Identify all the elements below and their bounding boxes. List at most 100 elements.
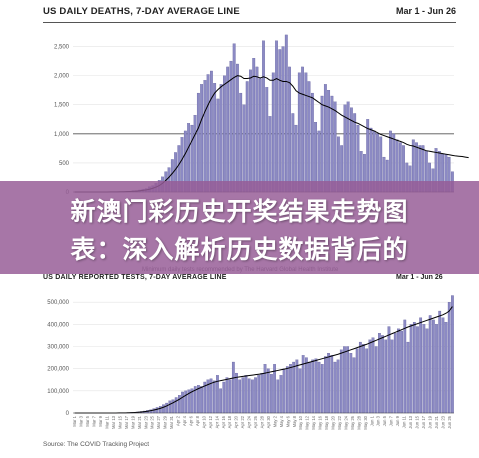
tests-x-tick-label: Apr 24 <box>247 415 252 428</box>
deaths-bar <box>271 72 275 193</box>
tests-x-tick-label: Apr 28 <box>260 415 265 428</box>
tests-x-tick-label: Jun 21 <box>434 415 439 428</box>
tests-bar <box>333 361 337 414</box>
deaths-bar <box>310 92 314 193</box>
deaths-bar <box>323 84 327 193</box>
tests-x-tick-label: May 24 <box>343 415 348 429</box>
tests-bar <box>231 361 235 414</box>
tests-y-tick-label: 0 <box>66 411 70 417</box>
tests-bar <box>438 310 442 414</box>
tests-bar <box>285 366 289 414</box>
source-note: Source: The COVID Tracking Project <box>43 441 150 448</box>
tests-bar <box>289 364 292 414</box>
deaths-y-tick-label: 2,000 <box>54 74 70 80</box>
tests-bar <box>368 339 372 414</box>
tests-bar <box>425 328 429 414</box>
tests-x-tick-label: Mar 15 <box>117 415 122 429</box>
deaths-bar <box>239 92 243 193</box>
tests-x-tick-label: May 2 <box>272 415 277 427</box>
deaths-bar <box>265 87 269 193</box>
tests-bar <box>247 378 251 414</box>
deaths-bar <box>223 75 226 193</box>
tests-x-tick-label: Jun 15 <box>414 415 419 428</box>
deaths-bar <box>330 95 334 193</box>
tests-bar <box>441 317 445 414</box>
tests-bar <box>168 400 172 414</box>
tests-x-tick-label: May 18 <box>324 415 329 429</box>
tests-y-tick-label: 100,000 <box>47 389 69 395</box>
tests-bar <box>225 377 229 414</box>
tests-x-tick-label: May 22 <box>337 415 342 429</box>
tests-bar <box>400 330 403 414</box>
tests-x-tick-label: Apr 30 <box>266 415 271 428</box>
deaths-bar <box>252 58 256 193</box>
deaths-bar <box>219 84 223 193</box>
tests-y-tick-label: 500,000 <box>47 300 69 306</box>
deaths-y-tick-label: 1,000 <box>54 132 70 138</box>
tests-x-tick-label: Jun 19 <box>427 415 432 428</box>
tests-x-tick-label: May 6 <box>285 415 290 427</box>
tests-x-tick-label: Jun 7 <box>389 415 394 426</box>
tests-bar <box>346 346 349 414</box>
tests-bar <box>428 315 432 414</box>
tests-bar <box>336 359 340 414</box>
tests-x-tick-label: Jun 11 <box>402 415 407 428</box>
tests-bar <box>320 364 324 414</box>
tests-x-tick-label: Mar 7 <box>92 415 97 426</box>
tests-x-tick-label: May 20 <box>331 415 336 429</box>
tests-x-tick-label: Apr 6 <box>188 415 193 426</box>
tests-x-tick-label: Mar 19 <box>130 415 135 429</box>
deaths-y-tick-label: 500 <box>59 161 70 167</box>
tests-bar <box>295 359 299 414</box>
deaths-bar <box>320 95 324 193</box>
tests-x-tick-label: Apr 10 <box>201 415 206 428</box>
tests-bar <box>305 357 308 414</box>
tests-bar <box>235 372 238 414</box>
deaths-bar <box>333 101 337 193</box>
deaths-y-tick-label: 1,500 <box>54 103 70 109</box>
tests-bar <box>362 344 365 414</box>
tests-x-tick-label: Mar 29 <box>163 415 168 429</box>
tests-x-tick-label: Mar 1 <box>72 415 77 426</box>
tests-chart: 0 100,000 200,000 300,000 400,000 500,000 Mar … <box>47 267 454 430</box>
tests-bar <box>314 358 318 414</box>
tests-bar <box>162 404 165 414</box>
tests-x-tick-label: Apr 20 <box>234 415 239 428</box>
tests-x-tick-label: Mar 25 <box>150 415 155 429</box>
tests-y-tick-label: 400,000 <box>47 322 69 328</box>
tests-bar <box>219 388 222 414</box>
tests-x-tick-label: Apr 18 <box>227 415 232 428</box>
tests-bar <box>358 341 362 414</box>
deaths-bar <box>327 90 331 193</box>
tests-bar <box>282 368 286 414</box>
tests-x-tick-label: Jun 9 <box>395 415 400 426</box>
tests-bar <box>276 379 280 414</box>
tests-bar <box>451 295 454 414</box>
tests-bar <box>270 374 273 414</box>
tests-bar <box>152 408 156 414</box>
tests-bar <box>244 375 248 414</box>
tests-bar <box>317 361 321 414</box>
tests-bar <box>222 381 226 414</box>
tests-x-tick-label: May 14 <box>311 415 316 429</box>
tests-bar <box>238 379 242 414</box>
deaths-bar <box>216 98 220 193</box>
tests-x-tick-label: Mar 31 <box>169 415 174 429</box>
tests-bar <box>292 361 296 414</box>
tests-x-tick-label: May 8 <box>292 415 297 427</box>
deaths-bar <box>297 72 301 193</box>
tests-x-tick-label: Apr 22 <box>240 415 245 428</box>
deaths-bar <box>242 104 246 193</box>
tests-x-tick-label: May 4 <box>279 415 284 427</box>
deaths-bar <box>346 101 350 193</box>
tests-bar <box>365 348 369 414</box>
tests-x-tick-label: May 16 <box>318 415 323 429</box>
tests-x-tick-label: Apr 8 <box>195 415 200 426</box>
deaths-bar <box>236 63 239 193</box>
deaths-bar <box>245 81 249 193</box>
tests-bar <box>212 380 216 414</box>
tests-x-tick-label: Mar 3 <box>79 415 84 426</box>
deaths-bar <box>288 66 291 193</box>
tests-bar <box>241 377 245 414</box>
